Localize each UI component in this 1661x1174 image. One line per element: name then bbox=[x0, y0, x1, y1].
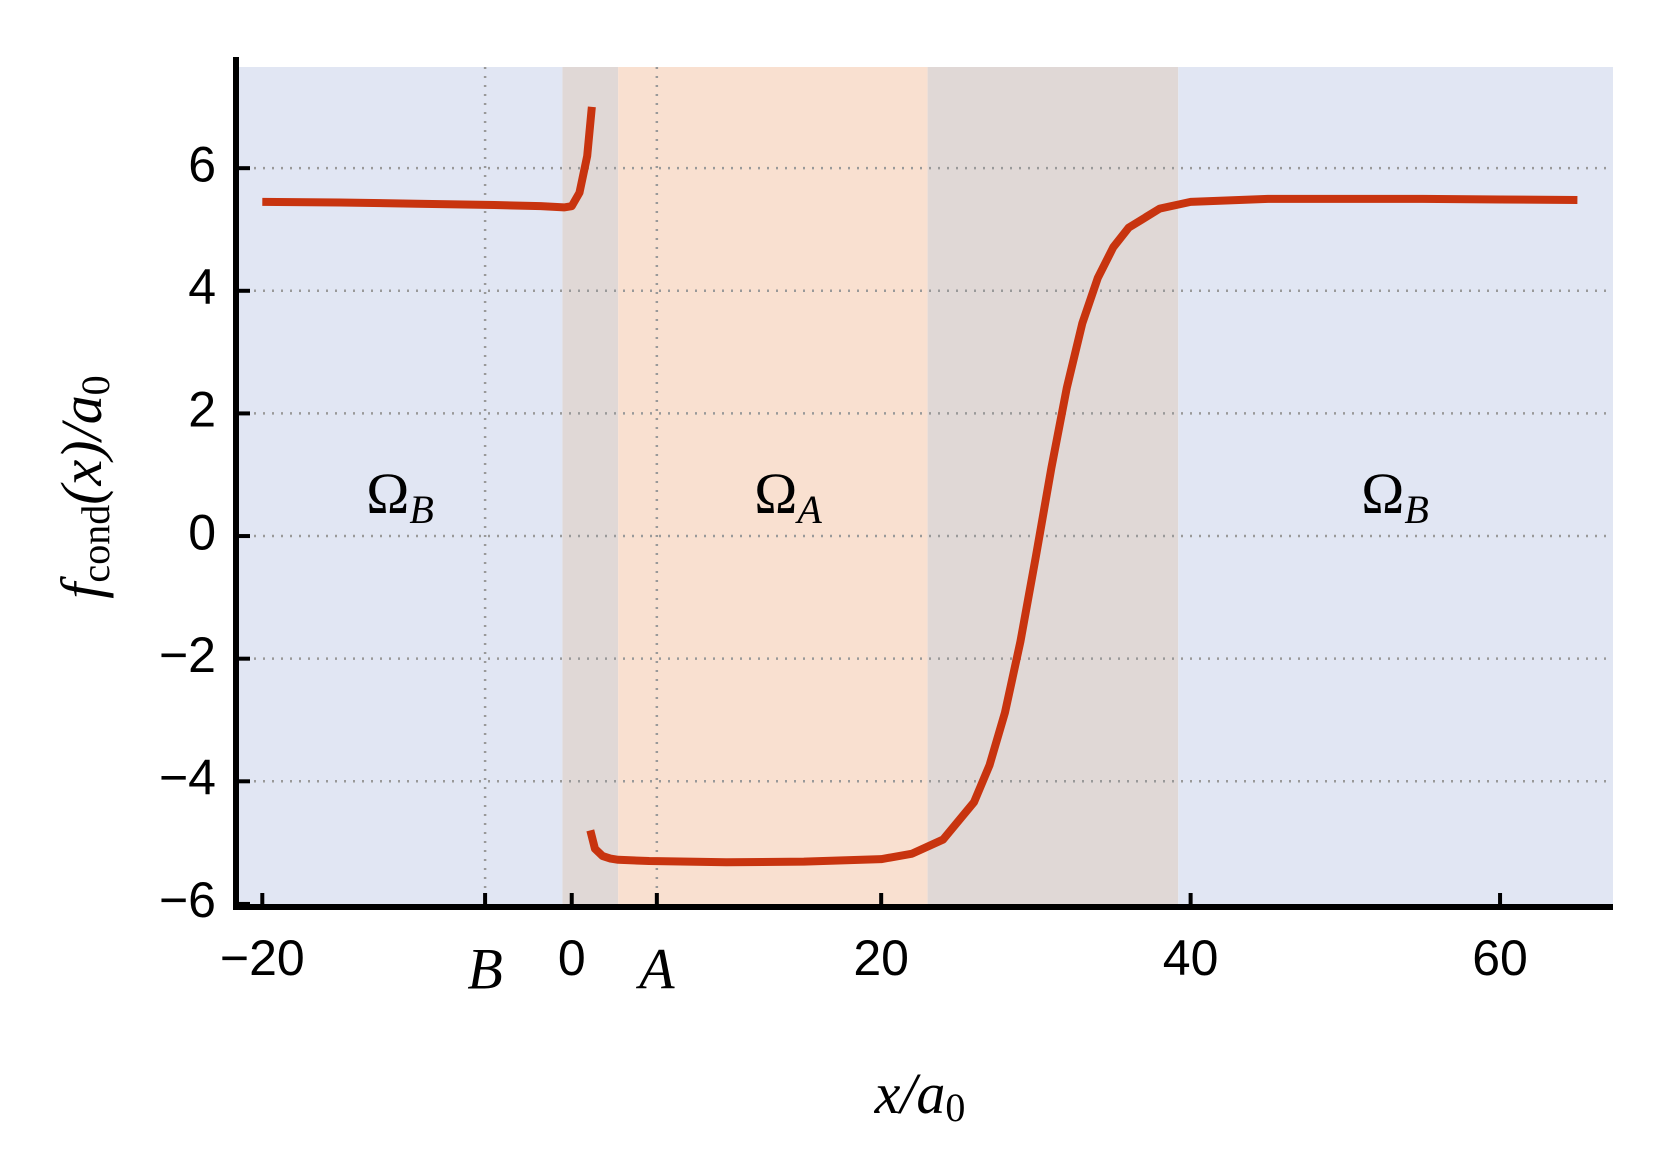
x-axis-label: x/a0 bbox=[874, 1061, 966, 1130]
y-tick-label: −4 bbox=[159, 750, 216, 806]
x-tick-label: 0 bbox=[558, 930, 586, 986]
y-tick-label: −2 bbox=[159, 627, 216, 683]
y-tick-label: 4 bbox=[188, 259, 216, 315]
annotation: ΩB bbox=[1361, 461, 1429, 532]
y-tick-label: −6 bbox=[159, 872, 216, 928]
annotation: ΩB bbox=[366, 461, 434, 532]
x-tick-label: 40 bbox=[1163, 930, 1219, 986]
annotation: ΩA bbox=[754, 461, 822, 532]
annotation-sub: B bbox=[1404, 487, 1428, 532]
x-label-main: x/a bbox=[874, 1061, 946, 1126]
y-tick-label: 6 bbox=[188, 136, 216, 192]
region bbox=[618, 67, 928, 907]
y-label-sub: 0 bbox=[73, 375, 118, 395]
region bbox=[1178, 67, 1613, 907]
region bbox=[927, 67, 1179, 907]
x-tick-label: B bbox=[467, 936, 502, 1001]
y-tick-label: 0 bbox=[188, 504, 216, 560]
annotation-text: Ω bbox=[366, 461, 409, 526]
annotation-sub: B bbox=[409, 487, 433, 532]
y-label-rest: (x)/a bbox=[49, 395, 114, 505]
y-label-sub: cond bbox=[73, 505, 118, 583]
x-tick-label: A bbox=[635, 936, 675, 1001]
x-label-sub: 0 bbox=[945, 1085, 965, 1130]
annotation-sub: A bbox=[794, 487, 822, 532]
y-axis-label: fcond(x)/a0 bbox=[49, 375, 118, 598]
annotation-text: Ω bbox=[1361, 461, 1404, 526]
annotation-text: Ω bbox=[754, 461, 797, 526]
x-tick-label: 60 bbox=[1472, 930, 1528, 986]
x-tick-label: −20 bbox=[220, 930, 305, 986]
x-tick-label: 20 bbox=[853, 930, 909, 986]
plot bbox=[262, 106, 1578, 867]
y-tick-label: 2 bbox=[188, 382, 216, 438]
series-line bbox=[262, 106, 1578, 867]
